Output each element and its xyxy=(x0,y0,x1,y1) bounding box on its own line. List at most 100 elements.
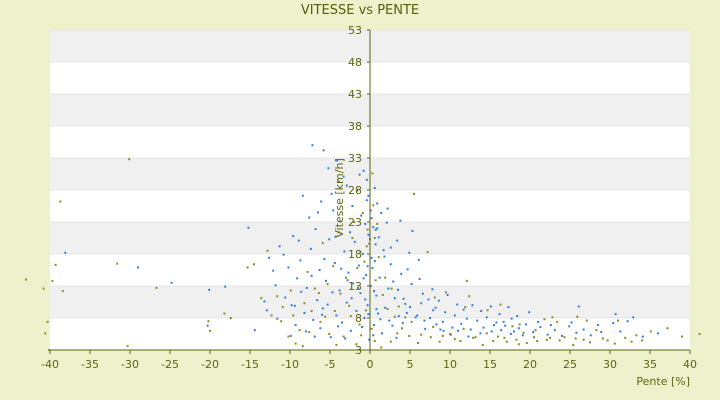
data-point xyxy=(465,279,468,282)
data-point xyxy=(451,326,454,329)
x-tick-label: 25 xyxy=(563,358,577,371)
data-point xyxy=(310,309,313,312)
data-point xyxy=(46,320,49,323)
data-point xyxy=(493,324,495,327)
data-point xyxy=(435,323,438,326)
data-point xyxy=(42,287,45,290)
data-point xyxy=(321,313,323,316)
data-point xyxy=(536,340,539,343)
data-point xyxy=(208,288,211,291)
data-point xyxy=(371,172,374,175)
y-tick-labels: 53 48 43 38 33 28 23 18 13 8 3 xyxy=(348,24,362,357)
data-point xyxy=(517,343,520,346)
data-point xyxy=(333,261,336,264)
data-point xyxy=(321,242,324,245)
data-point xyxy=(370,327,373,330)
data-point xyxy=(472,336,475,339)
data-point xyxy=(362,169,365,172)
y-tick-label: 43 xyxy=(348,88,362,101)
data-point xyxy=(320,200,323,203)
data-point xyxy=(462,308,465,311)
data-point xyxy=(471,304,474,307)
data-point xyxy=(570,321,573,324)
data-points xyxy=(25,144,701,351)
data-point xyxy=(292,314,295,317)
data-point xyxy=(465,317,468,320)
data-point xyxy=(361,253,364,255)
y-tick-label: 23 xyxy=(348,216,362,229)
data-point xyxy=(331,291,334,294)
data-point xyxy=(126,345,129,348)
data-point xyxy=(413,192,415,195)
data-point xyxy=(504,324,507,327)
data-point xyxy=(328,238,331,241)
data-point xyxy=(441,320,444,323)
data-point xyxy=(290,304,293,307)
data-point xyxy=(385,221,388,224)
data-point xyxy=(268,256,271,259)
data-point xyxy=(388,319,391,322)
data-point xyxy=(374,243,377,246)
data-point xyxy=(502,320,505,323)
data-point xyxy=(427,298,430,301)
data-point xyxy=(137,266,139,269)
data-point xyxy=(319,327,322,330)
data-point xyxy=(518,323,521,326)
data-point xyxy=(309,247,312,250)
data-point xyxy=(360,334,363,337)
data-point xyxy=(513,330,515,333)
data-point xyxy=(327,167,330,170)
y-tick-label: 28 xyxy=(348,184,362,197)
data-point xyxy=(282,253,285,256)
data-point xyxy=(357,264,360,267)
data-point xyxy=(347,271,350,274)
data-point xyxy=(369,285,372,287)
data-point xyxy=(365,309,367,312)
data-point xyxy=(314,228,317,231)
y-tick-label: 3 xyxy=(355,344,362,357)
data-point xyxy=(525,341,528,344)
data-point xyxy=(367,233,370,236)
data-point xyxy=(498,313,501,316)
data-point xyxy=(515,338,518,341)
data-point xyxy=(346,279,349,282)
data-point xyxy=(414,316,417,319)
data-point xyxy=(396,239,399,242)
data-point xyxy=(420,302,423,305)
data-point xyxy=(410,320,413,323)
data-point xyxy=(326,283,329,286)
data-point xyxy=(395,336,398,339)
data-point xyxy=(408,251,411,254)
x-tick-label: -15 xyxy=(241,358,259,371)
data-point xyxy=(426,251,429,254)
data-point xyxy=(207,320,210,323)
x-tick-labels: -40 -35 -30 -25 -20 -15 -10 -5 0 5 10 15 20 25 30 35 40 xyxy=(41,358,697,371)
y-axis-label: Vitesse [km/h] xyxy=(333,158,346,238)
x-tick-label: 20 xyxy=(523,358,537,371)
data-point xyxy=(392,280,395,283)
data-point xyxy=(405,311,408,314)
data-point xyxy=(345,301,348,304)
data-point xyxy=(371,267,374,270)
data-point xyxy=(582,338,585,341)
data-point xyxy=(500,329,503,332)
data-point xyxy=(386,308,389,311)
data-point xyxy=(349,231,351,234)
data-point xyxy=(306,270,309,273)
data-point xyxy=(297,239,300,242)
data-point xyxy=(358,323,361,326)
data-point xyxy=(340,267,343,270)
x-tick-label: -20 xyxy=(201,358,219,371)
data-point xyxy=(318,269,321,271)
data-point xyxy=(551,316,554,319)
data-point xyxy=(366,265,369,268)
data-point xyxy=(365,199,368,202)
data-point xyxy=(348,304,351,307)
data-point xyxy=(441,334,444,337)
data-point xyxy=(532,331,535,334)
data-point xyxy=(416,314,419,317)
data-point xyxy=(617,319,619,322)
data-point xyxy=(247,226,250,229)
data-point xyxy=(445,291,447,294)
data-point xyxy=(432,325,435,328)
